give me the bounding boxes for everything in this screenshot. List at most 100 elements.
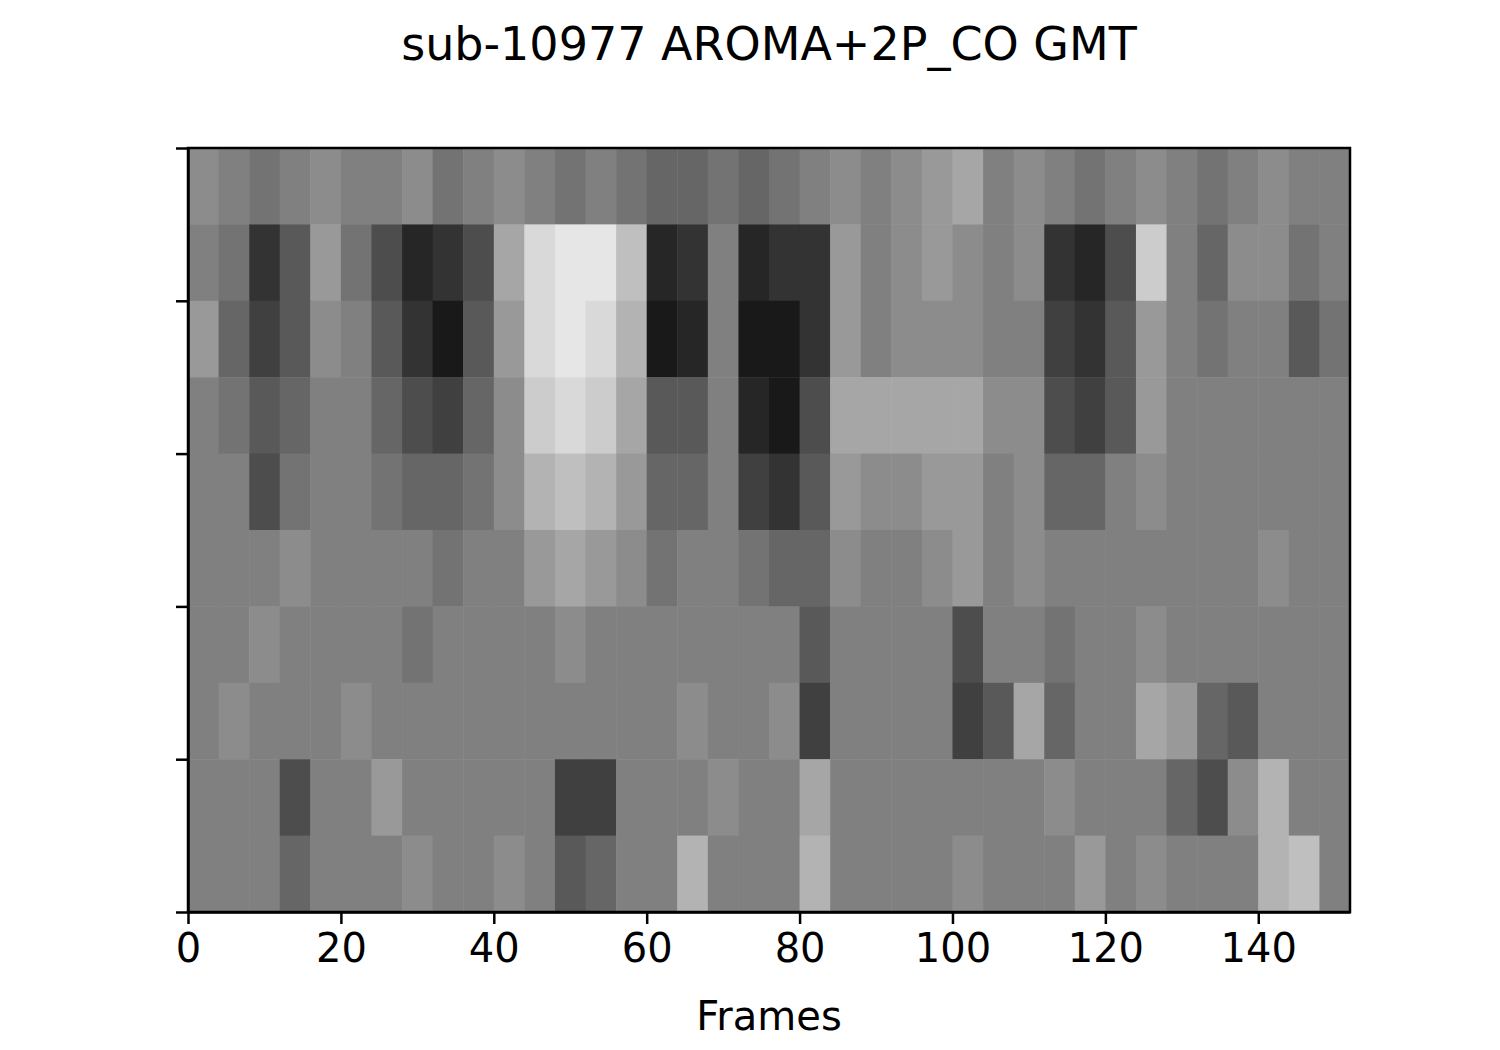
heatmap-cell — [1105, 454, 1136, 531]
heatmap-cell — [1197, 759, 1228, 836]
x-tick: 60 — [622, 912, 673, 971]
heatmap-cell — [647, 836, 678, 912]
heatmap-cell — [249, 454, 280, 531]
cells — [188, 148, 1350, 912]
heatmap-cell — [249, 683, 280, 760]
heatmap-cell — [769, 454, 800, 531]
heatmap-cell — [1167, 377, 1198, 454]
plot-frame — [188, 148, 1350, 912]
heatmap-cell — [402, 836, 433, 912]
x-tick: 20 — [316, 912, 367, 971]
heatmap-cell — [800, 759, 831, 836]
heatmap-cell — [219, 836, 250, 912]
heatmap-cell — [861, 301, 892, 378]
heatmap-cell — [341, 836, 372, 912]
x-tick-mark — [1258, 912, 1261, 924]
heatmap-cell — [1228, 377, 1259, 454]
heatmap-cell — [708, 377, 739, 454]
heatmap-cell — [371, 759, 402, 836]
heatmap-cell — [922, 377, 953, 454]
heatmap-cell — [280, 454, 311, 531]
heatmap-cell — [463, 301, 494, 378]
heatmap-cell — [402, 606, 433, 683]
heatmap-cell — [310, 683, 341, 760]
heatmap-cell — [1014, 759, 1045, 836]
heatmap-cell — [891, 530, 922, 607]
heatmap-cell — [1014, 530, 1045, 607]
heatmap-cell — [983, 530, 1014, 607]
heatmap-cell — [1228, 530, 1259, 607]
heatmap-cell — [310, 377, 341, 454]
heatmap-cell — [1136, 301, 1167, 378]
heatmap-cell — [861, 224, 892, 301]
heatmap-cell — [188, 301, 219, 378]
heatmap-cell — [1258, 148, 1289, 225]
heatmap-cell — [1136, 530, 1167, 607]
heatmap-cell — [616, 148, 647, 225]
heatmap-cell — [952, 301, 983, 378]
heatmap-cell — [371, 148, 402, 225]
heatmap-cell — [1319, 606, 1350, 683]
heatmap-cell — [1319, 454, 1350, 531]
heatmap-cell — [310, 759, 341, 836]
heatmap-cell — [310, 836, 341, 912]
heatmap-cell — [310, 606, 341, 683]
heatmap-cell — [769, 836, 800, 912]
heatmap-cell — [708, 454, 739, 531]
heatmap-cell — [249, 836, 280, 912]
y-tick-mark — [176, 758, 188, 761]
heatmap-cell — [708, 224, 739, 301]
heatmap-cell — [1319, 377, 1350, 454]
heatmap-cell — [371, 454, 402, 531]
heatmap-cell — [341, 148, 372, 225]
heatmap-cell — [463, 606, 494, 683]
heatmap-cell — [616, 836, 647, 912]
heatmap-cell — [861, 148, 892, 225]
heatmap-cell — [555, 454, 586, 531]
heatmap-cell — [1167, 148, 1198, 225]
heatmap-cell — [861, 836, 892, 912]
heatmap-cell — [1319, 836, 1350, 912]
heatmap-cell — [1319, 148, 1350, 225]
heatmap-cell — [524, 836, 555, 912]
heatmap-cell — [891, 148, 922, 225]
heatmap-cell — [219, 224, 250, 301]
heatmap-cell — [494, 530, 525, 607]
heatmap-cell — [1014, 454, 1045, 531]
heatmap-cell — [830, 224, 861, 301]
heatmap-cell — [1197, 530, 1228, 607]
heatmap-cell — [830, 454, 861, 531]
heatmap-cell — [891, 224, 922, 301]
heatmap-cell — [586, 224, 617, 301]
heatmap-cell — [1197, 454, 1228, 531]
x-tick-label: 100 — [915, 925, 991, 971]
heatmap-cell — [616, 606, 647, 683]
heatmap-cell — [708, 148, 739, 225]
heatmap-cell — [677, 454, 708, 531]
heatmap-cell — [922, 683, 953, 760]
heatmap-cell — [524, 148, 555, 225]
heatmap-cell — [1044, 148, 1075, 225]
heatmap-cell — [1044, 836, 1075, 912]
heatmap-cell — [310, 454, 341, 531]
heatmap-cell — [677, 683, 708, 760]
heatmap-cell — [1289, 530, 1320, 607]
heatmap-cell — [677, 377, 708, 454]
heatmap-cell — [830, 530, 861, 607]
heatmap-cell — [188, 377, 219, 454]
heatmap-cell — [249, 759, 280, 836]
heatmap-cell — [219, 148, 250, 225]
y-tick-mark — [176, 147, 188, 150]
heatmap-cell — [647, 224, 678, 301]
heatmap-cell — [524, 759, 555, 836]
heatmap-cell — [738, 148, 769, 225]
heatmap-cell — [341, 530, 372, 607]
heatmap-cell — [647, 606, 678, 683]
x-tick: 0 — [176, 912, 201, 971]
heatmap-cell — [524, 683, 555, 760]
heatmap-cell — [1228, 148, 1259, 225]
heatmap-cell — [891, 683, 922, 760]
heatmap-cell — [1167, 454, 1198, 531]
heatmap-cell — [1228, 836, 1259, 912]
heatmap-cell — [463, 683, 494, 760]
